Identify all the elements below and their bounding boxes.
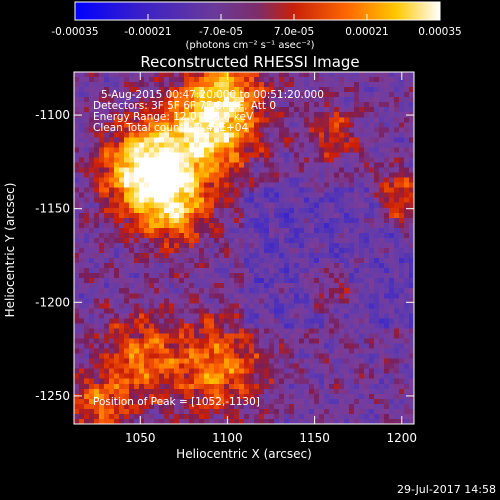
colorbar-tick-label: 7.0e-05 <box>274 26 314 38</box>
colorbar-tick-label: -0.00035 <box>51 26 98 38</box>
y-tick-label: -1200 <box>35 295 70 309</box>
chart-title: Reconstructed RHESSI Image <box>140 53 360 71</box>
x-axis-label: Heliocentric X (arcsec) <box>176 447 312 461</box>
y-tick-label: -1250 <box>35 389 70 403</box>
x-tick-label: 1200 <box>387 431 418 445</box>
y-tick-label: -1150 <box>35 202 70 216</box>
colorbar: -0.00035 -0.00021 -7.0e-05 7.0e-05 0.00021 0.… <box>51 1 462 38</box>
colorbar-units-label: (photons cm⁻² s⁻¹ asec⁻²) <box>185 40 315 51</box>
plot-axes: 1050 1100 1150 1200 -1100 -1150 -1200 -1250 He… <box>3 108 417 461</box>
x-tick-label: 1100 <box>212 431 243 445</box>
peak-position-annotation: Position of Peak = [1052,-1130] <box>93 396 260 408</box>
x-tick-label: 1150 <box>299 431 330 445</box>
x-tick-label: 1050 <box>125 431 156 445</box>
x-axis-ticks: 1050 1100 1150 1200 <box>125 431 417 445</box>
y-axis-ticks: -1100 -1150 -1200 -1250 <box>35 108 70 403</box>
colorbar-gradient <box>74 1 441 21</box>
colorbar-tick-label: -0.00021 <box>124 26 171 38</box>
energy-range-annotation: Energy Range: 12.0 - 25.0 keV <box>93 111 254 123</box>
detectors-annotation: Detectors: 3F 5F 6F 7F 8F 9F, Att 0 <box>93 100 277 112</box>
y-axis-label: Heliocentric Y (arcsec) <box>3 183 17 318</box>
colorbar-ticks: -0.00035 -0.00021 -7.0e-05 7.0e-05 0.00021 0.… <box>51 14 462 38</box>
colorbar-tick-label: -7.0e-05 <box>199 26 243 38</box>
colorbar-tick-label: 0.00035 <box>418 26 461 38</box>
colorbar-tick-label: 0.00021 <box>345 26 388 38</box>
algorithm-counts-annotation: Clean Total counts: 2.43E+04 <box>93 122 249 134</box>
timestamp: 29-Jul-2017 14:58 <box>396 483 496 496</box>
time-range-annotation: 5-Aug-2015 00:47:20.000 to 00:51:20.000 <box>101 89 324 101</box>
y-tick-label: -1100 <box>35 108 70 122</box>
